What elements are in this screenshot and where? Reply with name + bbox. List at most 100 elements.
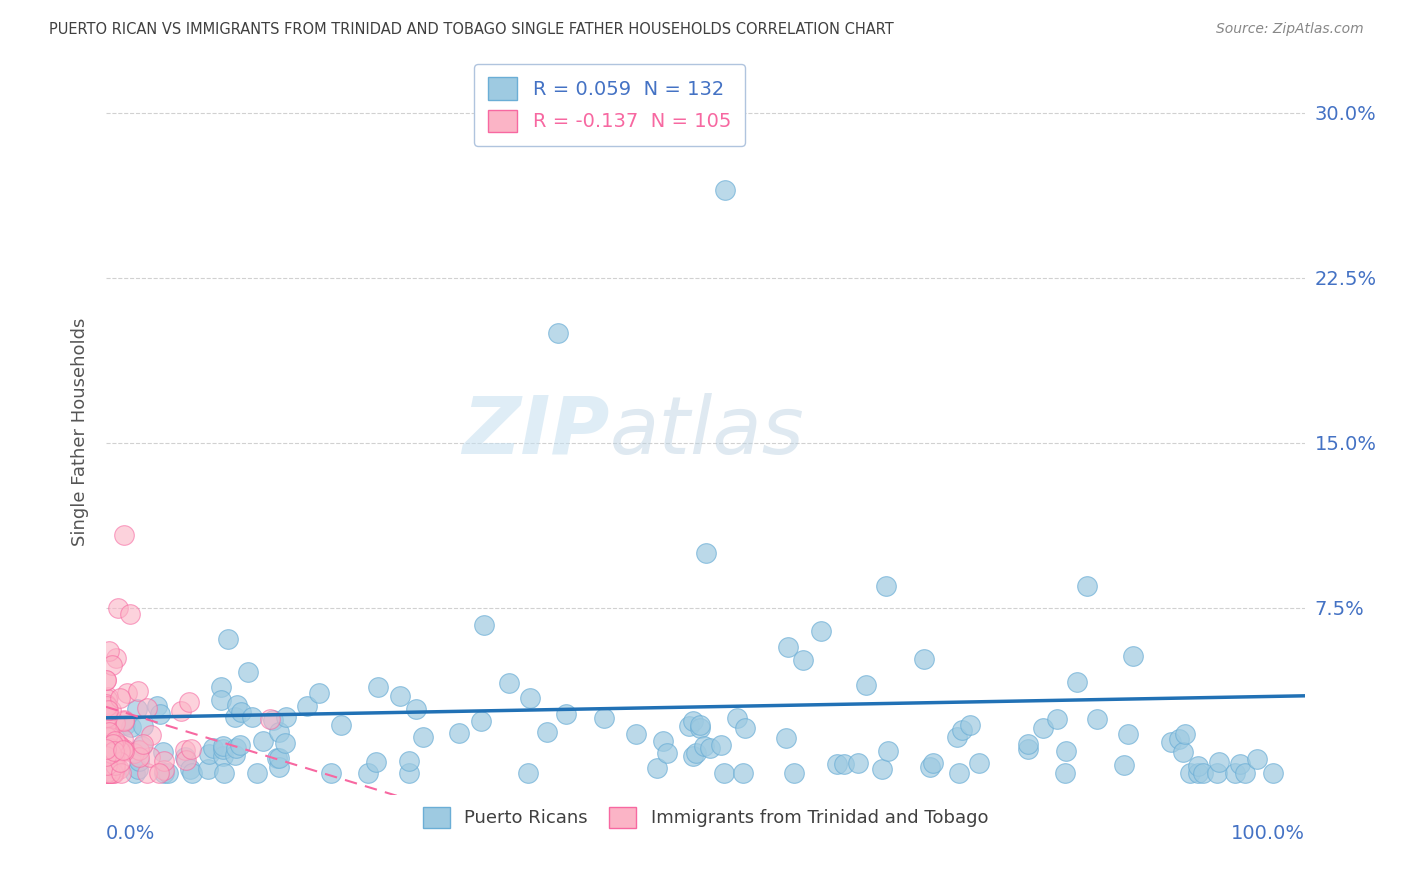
Point (107, 738, 129, 752)
Point (179, 762, 201, 776)
Point (652, 733, 675, 747)
Point (846, 756, 869, 771)
Point (725, 711, 748, 725)
Point (269, 725, 291, 739)
Point (97, 690, 120, 704)
Point (128, 754, 150, 768)
Point (98, 730, 121, 744)
Point (202, 740, 225, 755)
Point (94, 749, 117, 764)
Point (96, 757, 118, 772)
Point (321, 765, 343, 780)
Point (825, 756, 848, 771)
Point (104, 736, 127, 750)
Point (97, 765, 120, 780)
Point (94, 716, 117, 731)
Point (152, 745, 174, 759)
Point (96, 730, 118, 744)
Point (112, 744, 135, 758)
Point (112, 741, 135, 756)
Point (412, 730, 434, 744)
Point (180, 742, 202, 756)
Point (262, 713, 284, 727)
Point (94, 749, 117, 764)
Point (97, 765, 120, 780)
Point (810, 624, 832, 638)
Point (240, 709, 263, 723)
Text: 100.0%: 100.0% (1232, 824, 1305, 843)
Point (132, 737, 155, 751)
Point (127, 762, 149, 776)
Point (657, 746, 679, 760)
Point (682, 748, 704, 763)
Point (1017, 742, 1039, 756)
Point (1032, 721, 1054, 735)
Point (470, 714, 492, 728)
Point (96, 752, 118, 766)
Point (96, 765, 118, 780)
Point (94, 719, 117, 733)
Point (1066, 675, 1088, 690)
Point (1053, 765, 1076, 780)
Point (127, 684, 149, 698)
Point (136, 701, 159, 715)
Y-axis label: Single Father Households: Single Father Households (72, 318, 89, 546)
Point (96, 700, 118, 714)
Point (97, 765, 120, 780)
Point (1046, 712, 1069, 726)
Point (96, 746, 118, 760)
Point (1229, 757, 1251, 772)
Point (96, 748, 118, 763)
Point (695, 546, 717, 560)
Point (685, 746, 707, 760)
Point (398, 754, 420, 768)
Point (96, 750, 118, 764)
Point (100, 746, 122, 760)
Point (1160, 734, 1182, 748)
Point (388, 689, 411, 703)
Point (225, 740, 247, 755)
Point (97, 741, 120, 756)
Point (516, 765, 538, 780)
Point (97, 706, 120, 721)
Point (713, 765, 735, 780)
Point (209, 680, 232, 694)
Point (678, 719, 700, 733)
Point (94, 706, 117, 721)
Point (149, 706, 172, 721)
Point (1171, 746, 1194, 760)
Point (104, 758, 127, 772)
Point (689, 718, 711, 732)
Point (1187, 758, 1209, 772)
Point (1112, 758, 1135, 772)
Point (1017, 738, 1039, 752)
Point (103, 765, 125, 780)
Point (920, 760, 942, 774)
Point (96, 710, 118, 724)
Point (959, 718, 981, 732)
Point (224, 748, 246, 763)
Point (229, 705, 252, 719)
Text: 0.0%: 0.0% (105, 824, 155, 843)
Point (921, 756, 943, 771)
Point (105, 651, 128, 665)
Point (101, 737, 124, 751)
Point (870, 762, 893, 776)
Point (357, 765, 380, 780)
Point (295, 698, 318, 713)
Point (198, 747, 221, 761)
Point (626, 727, 648, 741)
Point (693, 739, 716, 753)
Point (122, 746, 145, 760)
Point (832, 757, 855, 772)
Point (97, 644, 120, 658)
Point (367, 680, 389, 694)
Point (136, 765, 159, 780)
Point (94, 765, 117, 780)
Point (94, 673, 117, 687)
Point (775, 731, 797, 746)
Point (128, 743, 150, 757)
Text: ZIP: ZIP (463, 392, 610, 471)
Point (555, 707, 578, 722)
Point (94, 747, 117, 762)
